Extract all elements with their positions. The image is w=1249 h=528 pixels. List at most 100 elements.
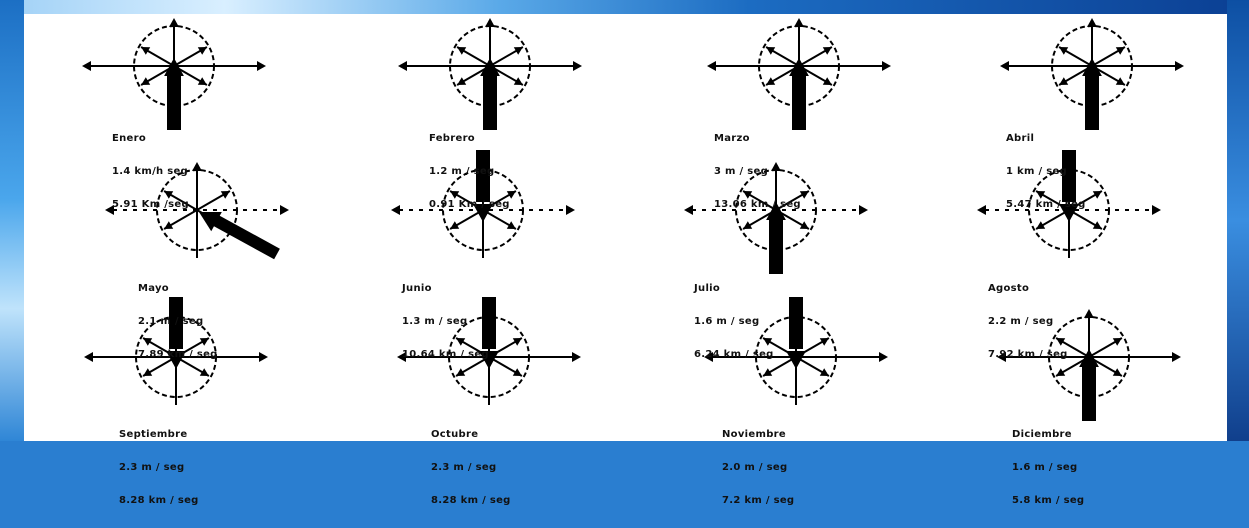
dominant-wind-arrow bbox=[1079, 349, 1099, 367]
background-right-band bbox=[1227, 0, 1249, 441]
spoke-arrow bbox=[164, 191, 174, 199]
spoke-arrow bbox=[1059, 77, 1069, 85]
axis-arrow-west bbox=[977, 205, 986, 215]
axis-arrow-east bbox=[1172, 352, 1181, 362]
month-name: Julio bbox=[694, 283, 721, 294]
dominant-wind-arrow bbox=[473, 204, 493, 222]
axis-arrow-east bbox=[1152, 205, 1161, 215]
spoke-arrow bbox=[506, 221, 516, 229]
axis-arrow-east bbox=[566, 205, 575, 215]
wind-rose bbox=[977, 150, 1161, 258]
spoke-arrow bbox=[456, 338, 466, 346]
spoke-arrow bbox=[141, 47, 151, 55]
spoke-arrow bbox=[1036, 191, 1046, 199]
spoke-arrow bbox=[766, 47, 776, 55]
spoke-arrow bbox=[457, 77, 467, 85]
wind-rose-label: Junio 1.3 m / seg 10.64 km / seg bbox=[402, 261, 489, 382]
dominant-wind-bar bbox=[1062, 150, 1076, 202]
month-name: Febrero bbox=[429, 133, 475, 144]
axis-arrow-east bbox=[573, 61, 582, 71]
dominant-wind-bar bbox=[483, 72, 497, 130]
speed-kmh: 10.64 km / seg bbox=[402, 349, 489, 360]
speed-kmh: 13.06 km / seg bbox=[714, 199, 801, 210]
dominant-wind-arrow bbox=[480, 58, 500, 76]
wind-rose-label: Noviembre 2.0 m / seg 7.2 km / seg bbox=[722, 407, 794, 528]
axis-arrow-west bbox=[997, 352, 1006, 362]
dominant-wind-arrow bbox=[164, 58, 184, 76]
dominant-wind-arrow bbox=[479, 351, 499, 369]
wind-rose-label: Octubre 2.3 m / seg 8.28 km / seg bbox=[431, 407, 511, 528]
axis-arrow-west bbox=[391, 205, 400, 215]
dominant-wind-arrow bbox=[199, 212, 222, 232]
axis-arrow-east bbox=[257, 61, 266, 71]
dominant-wind-arrow bbox=[789, 58, 809, 76]
wind-rose bbox=[684, 162, 868, 274]
axis-arrow-west bbox=[398, 61, 407, 71]
spoke-arrow bbox=[220, 191, 230, 199]
spoke-arrow bbox=[456, 368, 466, 376]
month-name: Septiembre bbox=[119, 429, 188, 440]
spoke-arrow bbox=[199, 338, 209, 346]
axis-arrow-east bbox=[259, 352, 268, 362]
spoke-arrow bbox=[743, 221, 753, 229]
spoke-arrow bbox=[1115, 47, 1125, 55]
dominant-wind-arrow bbox=[1082, 58, 1102, 76]
background-top-band bbox=[0, 0, 1249, 14]
spoke-arrow bbox=[1115, 77, 1125, 85]
wind-rose-label: Enero 1.4 km/h seg 5.91 Km /seg bbox=[112, 111, 189, 232]
spoke-arrow bbox=[450, 191, 460, 199]
axis-arrow-west bbox=[397, 352, 406, 362]
spoke-arrow bbox=[457, 47, 467, 55]
dominant-wind-arrow bbox=[786, 351, 806, 369]
spoke-arrow bbox=[506, 191, 516, 199]
background-left-band bbox=[0, 0, 24, 441]
spoke-arrow bbox=[1092, 221, 1102, 229]
speed-kmh: 7.2 km / seg bbox=[722, 495, 795, 506]
spoke-arrow bbox=[450, 221, 460, 229]
month-name: Noviembre bbox=[722, 429, 786, 440]
dominant-wind-bar bbox=[169, 297, 183, 349]
dominant-wind-bar bbox=[167, 72, 181, 130]
speed-ms: 1.3 m / seg bbox=[402, 316, 468, 327]
spoke-arrow bbox=[1092, 191, 1102, 199]
axis-arrow-east bbox=[879, 352, 888, 362]
dominant-wind-bar bbox=[1085, 72, 1099, 130]
month-name: Agosto bbox=[988, 283, 1030, 294]
spoke-arrow bbox=[197, 77, 207, 85]
speed-ms: 1.6 m / seg bbox=[1012, 462, 1078, 473]
speed-ms: 1.4 km/h seg bbox=[112, 166, 189, 177]
wind-rose bbox=[398, 18, 582, 130]
spoke-arrow bbox=[199, 368, 209, 376]
dominant-wind-arrow bbox=[766, 202, 786, 220]
speed-kmh: 6.24 km / seg bbox=[694, 349, 774, 360]
spoke-arrow bbox=[197, 47, 207, 55]
month-name: Junio bbox=[402, 283, 432, 294]
spoke-arrow bbox=[143, 338, 153, 346]
axis-arrow-north bbox=[1087, 18, 1097, 27]
spoke-arrow bbox=[143, 368, 153, 376]
speed-ms: 3 m / seg bbox=[714, 166, 769, 177]
wind-rose-label: Diciembre 1.6 m / seg 5.8 km / seg bbox=[1012, 407, 1084, 528]
speed-ms: 1.2 m / seg bbox=[429, 166, 495, 177]
spoke-arrow bbox=[513, 47, 523, 55]
month-name: Abril bbox=[1006, 133, 1035, 144]
wind-rose-label: Marzo 3 m / seg 13.06 km / seg bbox=[714, 111, 801, 232]
axis-arrow-west bbox=[704, 352, 713, 362]
dominant-wind-arrow bbox=[166, 351, 186, 369]
dominant-wind-bar bbox=[769, 216, 783, 274]
spoke-arrow bbox=[743, 191, 753, 199]
spoke-arrow bbox=[819, 338, 829, 346]
axis-arrow-east bbox=[1175, 61, 1184, 71]
dominant-wind-bar bbox=[212, 214, 280, 260]
spoke-arrow bbox=[1112, 368, 1122, 376]
wind-rose-label: Mayo 2.1 m / seg 7.89 km / seg bbox=[138, 261, 218, 382]
wind-rose bbox=[707, 18, 891, 130]
wind-rose bbox=[105, 162, 289, 260]
speed-kmh: 5.91 Km /seg bbox=[112, 199, 189, 210]
speed-ms: 2.2 m / seg bbox=[988, 316, 1054, 327]
spoke-arrow bbox=[1059, 47, 1069, 55]
spoke-arrow bbox=[164, 221, 174, 229]
spoke-arrow bbox=[1056, 368, 1066, 376]
dominant-wind-bar bbox=[792, 72, 806, 130]
speed-ms: 2.0 m / seg bbox=[722, 462, 788, 473]
